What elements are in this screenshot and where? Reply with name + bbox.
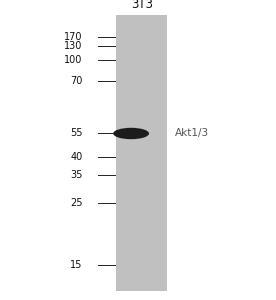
Text: 70: 70 (70, 76, 83, 86)
Text: 35: 35 (70, 169, 83, 180)
Text: 15: 15 (70, 260, 83, 270)
Text: 25: 25 (70, 197, 83, 208)
Text: Akt1/3: Akt1/3 (175, 128, 209, 139)
Text: 55: 55 (70, 128, 83, 139)
Bar (116, 15, 167, 291)
Text: 40: 40 (71, 152, 83, 162)
Text: 3T3: 3T3 (131, 0, 153, 11)
Text: 100: 100 (64, 55, 83, 65)
Text: 170: 170 (64, 32, 83, 42)
Text: 130: 130 (64, 40, 83, 51)
Ellipse shape (113, 128, 149, 139)
